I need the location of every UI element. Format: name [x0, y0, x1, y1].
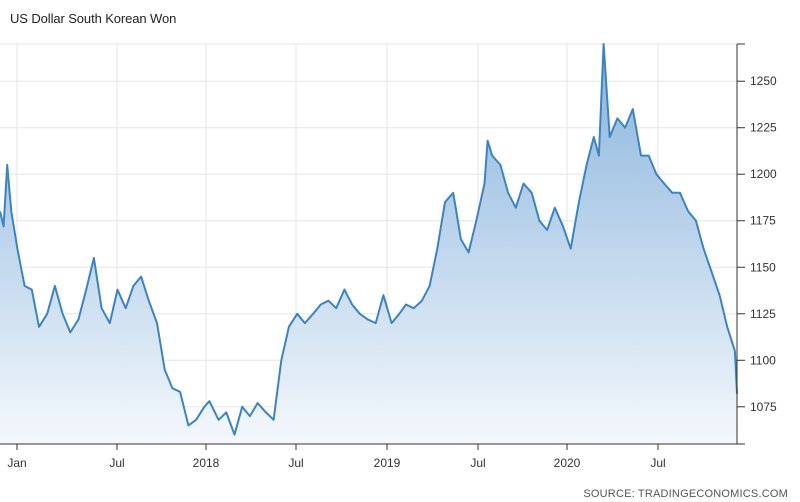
- y-tick-label: 1125: [750, 307, 776, 321]
- y-tick-label: 1225: [750, 121, 777, 135]
- x-tick-label: 2020: [554, 456, 581, 470]
- source-note: SOURCE: TRADINGECONOMICS.COM: [583, 488, 788, 500]
- x-tick-label: Jan: [7, 456, 26, 470]
- axes: [0, 43, 745, 450]
- y-tick-label: 1200: [750, 167, 777, 181]
- y-tick-labels: 1075 1100 1125 1150 1175 1200 1225 1250: [750, 74, 777, 414]
- y-tick-label: 1150: [750, 260, 776, 274]
- x-tick-label: Jul: [288, 456, 303, 470]
- x-tick-labels: Jan Jul 2018 Jul 2019 Jul 2020 Jul: [7, 456, 665, 470]
- y-tick-label: 1175: [750, 214, 776, 228]
- y-tick-label: 1250: [750, 74, 777, 88]
- series-line: [0, 43, 738, 436]
- x-tick-label: 2019: [374, 456, 401, 470]
- x-tick-label: 2018: [193, 456, 220, 470]
- y-tick-label: 1100: [750, 353, 776, 367]
- series-area-fill: [0, 44, 737, 444]
- y-tick-label: 1075: [750, 400, 777, 414]
- x-tick-label: Jul: [470, 456, 485, 470]
- x-tick-label: Jul: [650, 456, 665, 470]
- chart-title: US Dollar South Korean Won: [10, 11, 177, 26]
- x-tick-label: Jul: [109, 456, 124, 470]
